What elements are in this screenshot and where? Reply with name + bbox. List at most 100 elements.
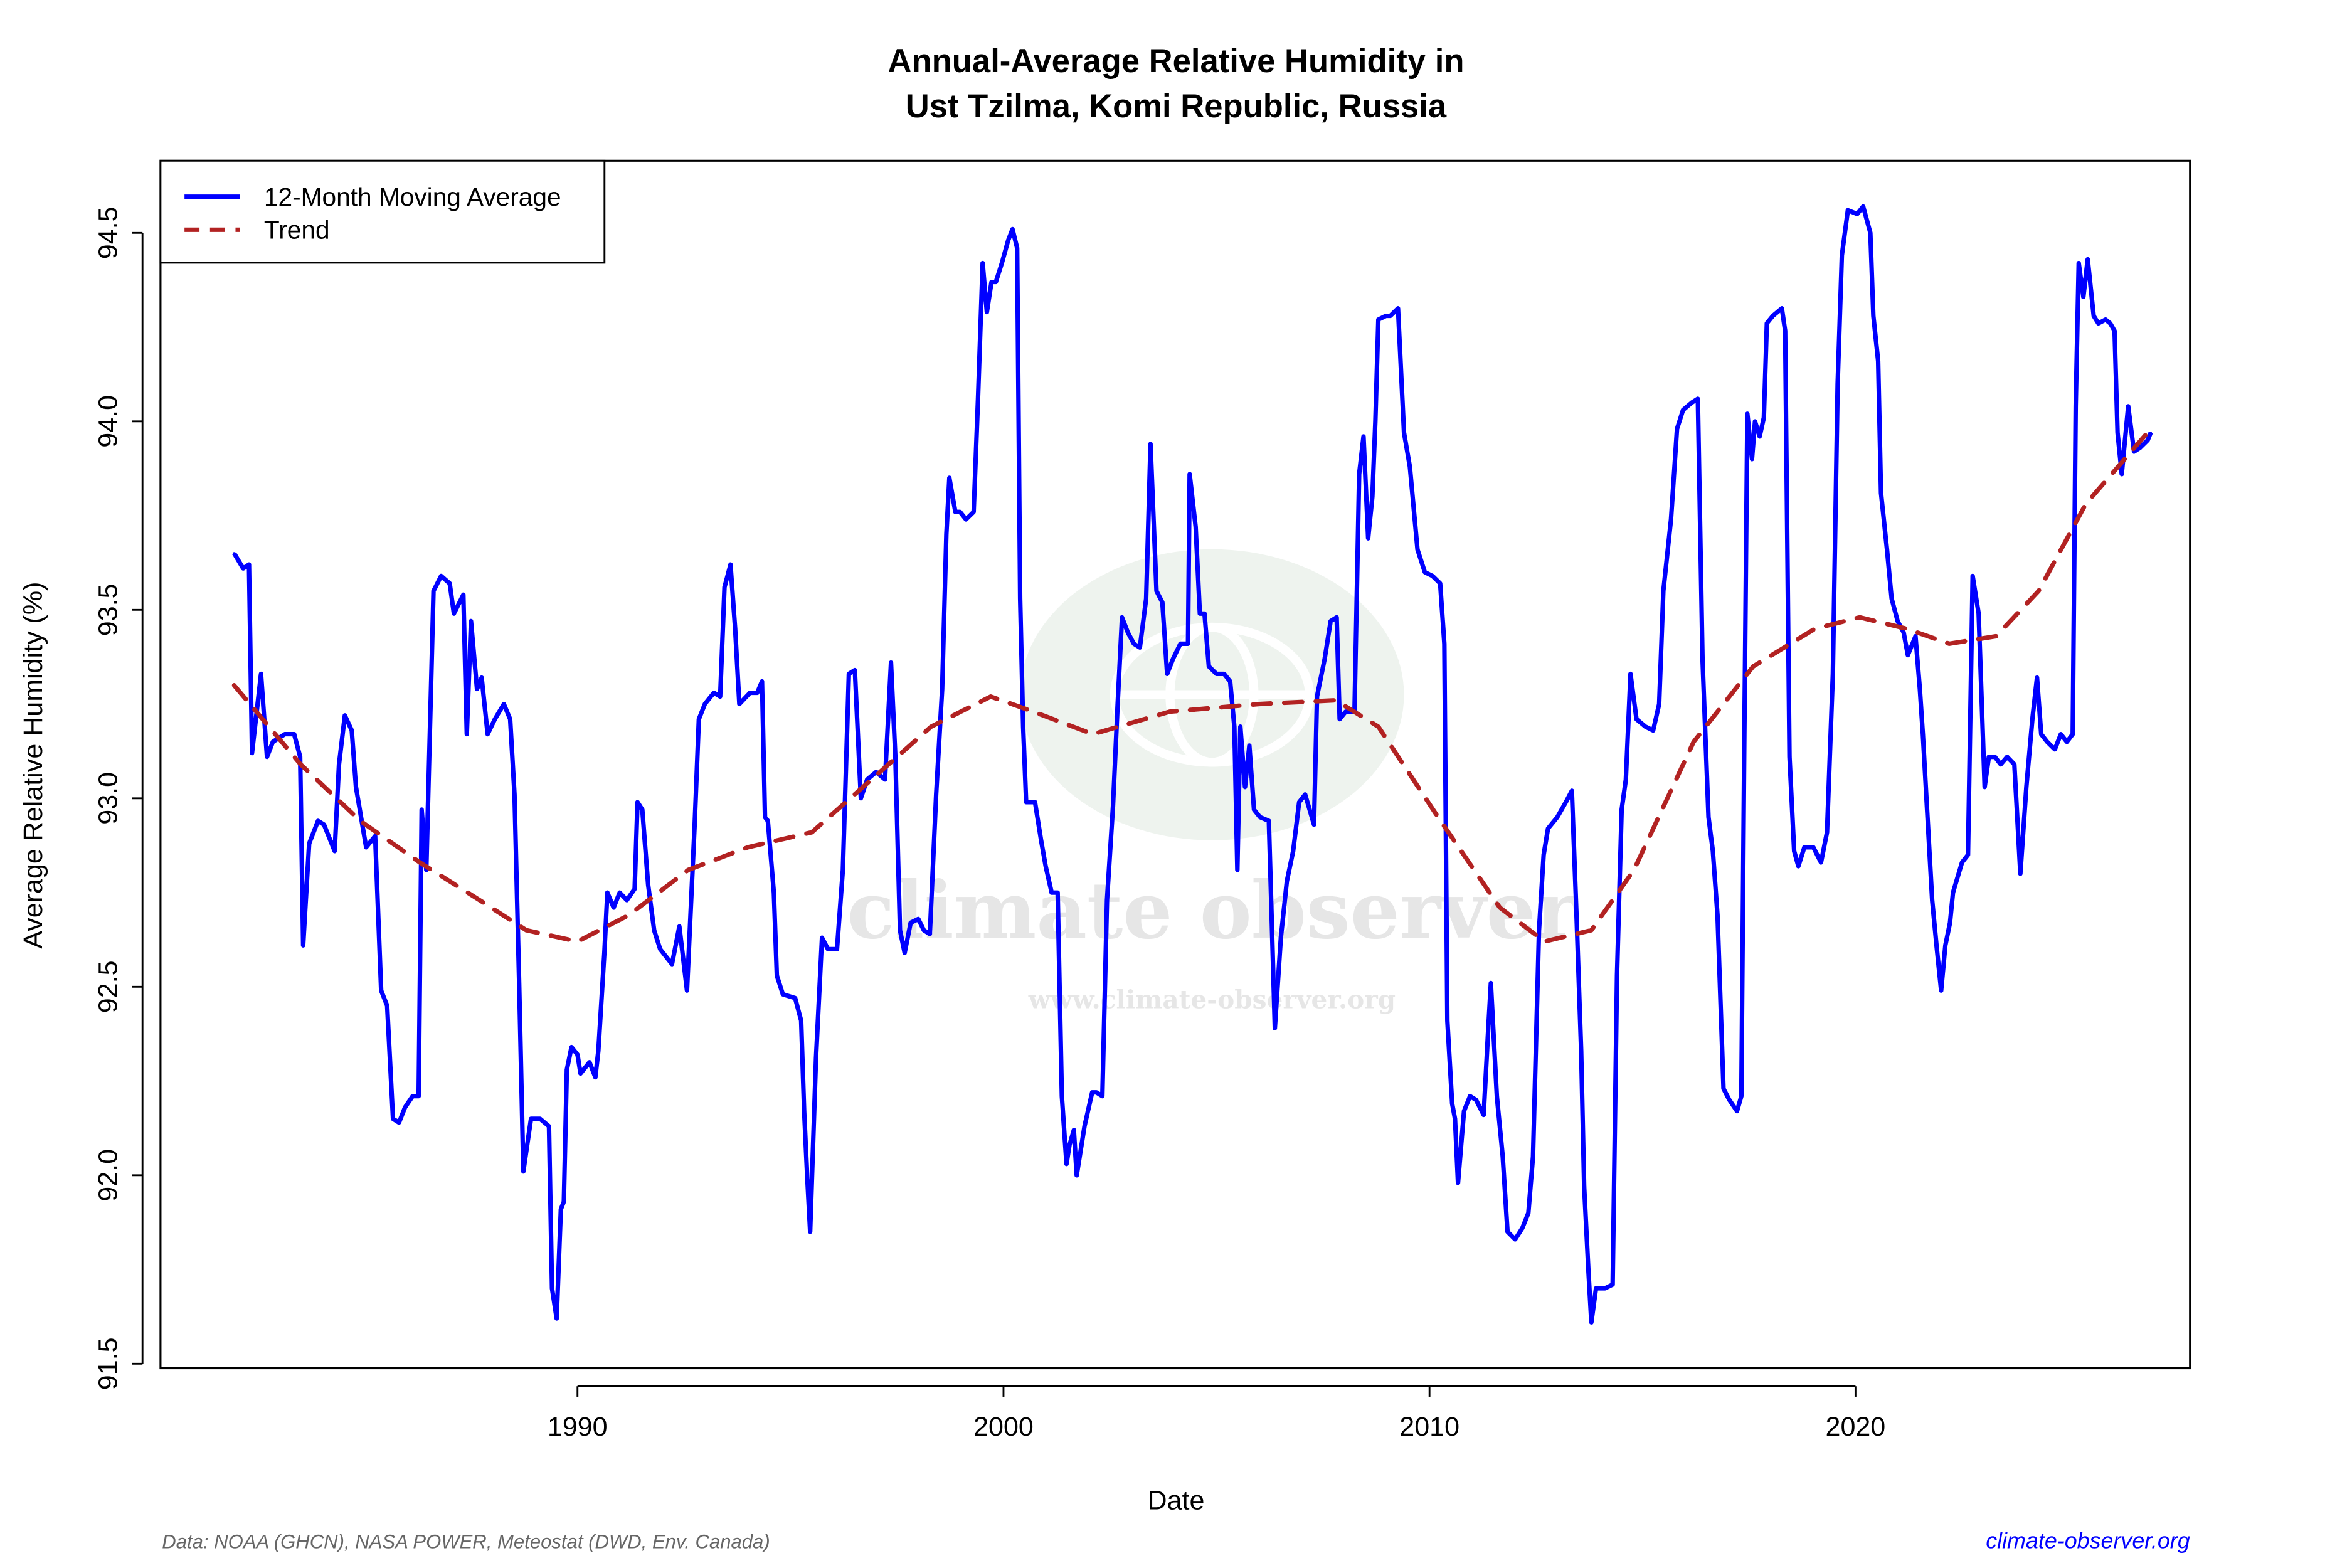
data-point — [1268, 819, 1271, 822]
data-point — [1949, 921, 1952, 924]
data-point — [965, 518, 968, 521]
data-point — [1101, 1094, 1104, 1098]
data-point — [2109, 322, 2112, 325]
data-point — [462, 593, 465, 596]
data-point — [1039, 839, 1042, 841]
data-point — [659, 948, 662, 951]
data-point — [1629, 672, 1632, 675]
data-point — [945, 533, 948, 536]
data-point — [517, 982, 521, 985]
data-point — [1758, 435, 1761, 438]
data-point — [1495, 1094, 1498, 1098]
data-point — [1644, 725, 1647, 728]
site-link[interactable]: climate-observer.org — [1986, 1528, 2190, 1554]
data-point — [576, 1053, 579, 1056]
data-point — [350, 729, 353, 732]
x-axis: 1990 2000 2010 2020 — [548, 1385, 1885, 1442]
data-point — [2046, 740, 2048, 743]
data-point — [1194, 526, 1197, 529]
data-point — [1575, 914, 1578, 917]
legend: 12-Month Moving Average Trend — [159, 159, 606, 264]
data-point — [579, 1072, 582, 1075]
data-point — [923, 929, 925, 932]
data-point — [440, 575, 443, 578]
data-point — [1869, 231, 1872, 235]
data-point — [1138, 646, 1142, 649]
data-point — [1784, 329, 1787, 332]
data-point — [894, 755, 897, 758]
legend-label-moving-average: 12-Month Moving Average — [264, 183, 561, 211]
data-point — [2127, 405, 2129, 408]
data-point — [1594, 1287, 1597, 1290]
data-point — [1025, 800, 1027, 803]
data-point — [299, 755, 302, 758]
data-point — [1743, 733, 1746, 736]
data-point — [1145, 597, 1148, 600]
data-point — [1044, 865, 1047, 867]
data-point — [1233, 725, 1236, 728]
x-tick-label: 2000 — [973, 1412, 1034, 1442]
x-tick-label: 2010 — [1399, 1412, 1459, 1442]
data-point — [1797, 865, 1800, 867]
data-point — [1651, 729, 1655, 732]
data-point — [1556, 815, 1559, 818]
data-point — [1582, 1185, 1586, 1188]
data-point — [766, 819, 770, 822]
data-point — [1580, 1049, 1582, 1052]
data-point — [2086, 258, 2089, 261]
data-point — [1914, 635, 1917, 638]
data-point — [827, 948, 830, 951]
data-point — [670, 963, 674, 966]
data-point — [1616, 974, 1618, 977]
y-axis: 91.5 92.0 92.5 93.0 93.5 94.0 94.5 — [93, 206, 144, 1390]
watermark-name: climate observer — [847, 865, 1578, 956]
data-point — [805, 1173, 808, 1177]
data-point — [1722, 1087, 1725, 1090]
data-point — [1091, 1091, 1094, 1094]
data-point — [1132, 642, 1135, 645]
data-point — [1083, 1125, 1086, 1128]
data-point — [928, 933, 931, 936]
data-point — [841, 869, 844, 871]
data-point — [283, 733, 287, 736]
series-line-trend — [231, 426, 2153, 944]
data-point — [1885, 548, 1888, 551]
data-point — [1126, 631, 1130, 634]
data-point — [803, 1110, 806, 1113]
data-point — [1248, 744, 1251, 747]
data-point — [322, 823, 326, 826]
data-point — [1537, 929, 1540, 932]
data-point — [793, 997, 797, 1000]
data-point — [1697, 397, 1699, 400]
data-point — [1988, 755, 1990, 758]
data-point — [1896, 620, 1899, 623]
data-point — [625, 899, 628, 902]
data-point — [703, 702, 706, 706]
data-point — [1620, 808, 1623, 811]
data-point — [1155, 590, 1158, 593]
data-point — [548, 1125, 551, 1128]
data-point — [1215, 672, 1218, 675]
data-point — [1921, 733, 1924, 736]
data-point — [1172, 657, 1175, 660]
data-point — [1279, 936, 1283, 940]
data-point — [1389, 314, 1392, 317]
data-point — [1377, 318, 1380, 321]
data-point — [241, 567, 245, 570]
data-point — [1486, 1034, 1490, 1037]
data-point — [594, 1076, 597, 1079]
data-point — [1454, 1117, 1456, 1120]
data-point — [1315, 695, 1318, 698]
data-point — [248, 563, 251, 566]
data-point — [1111, 804, 1115, 807]
data-point — [555, 1317, 558, 1320]
data-point — [835, 948, 839, 951]
data-point — [1323, 657, 1327, 660]
data-point — [917, 918, 920, 921]
data-point — [465, 733, 469, 736]
data-point — [2025, 785, 2028, 788]
data-point — [1236, 869, 1239, 871]
data-point — [2097, 322, 2100, 325]
data-point — [2146, 438, 2149, 442]
data-point — [1239, 725, 1242, 728]
